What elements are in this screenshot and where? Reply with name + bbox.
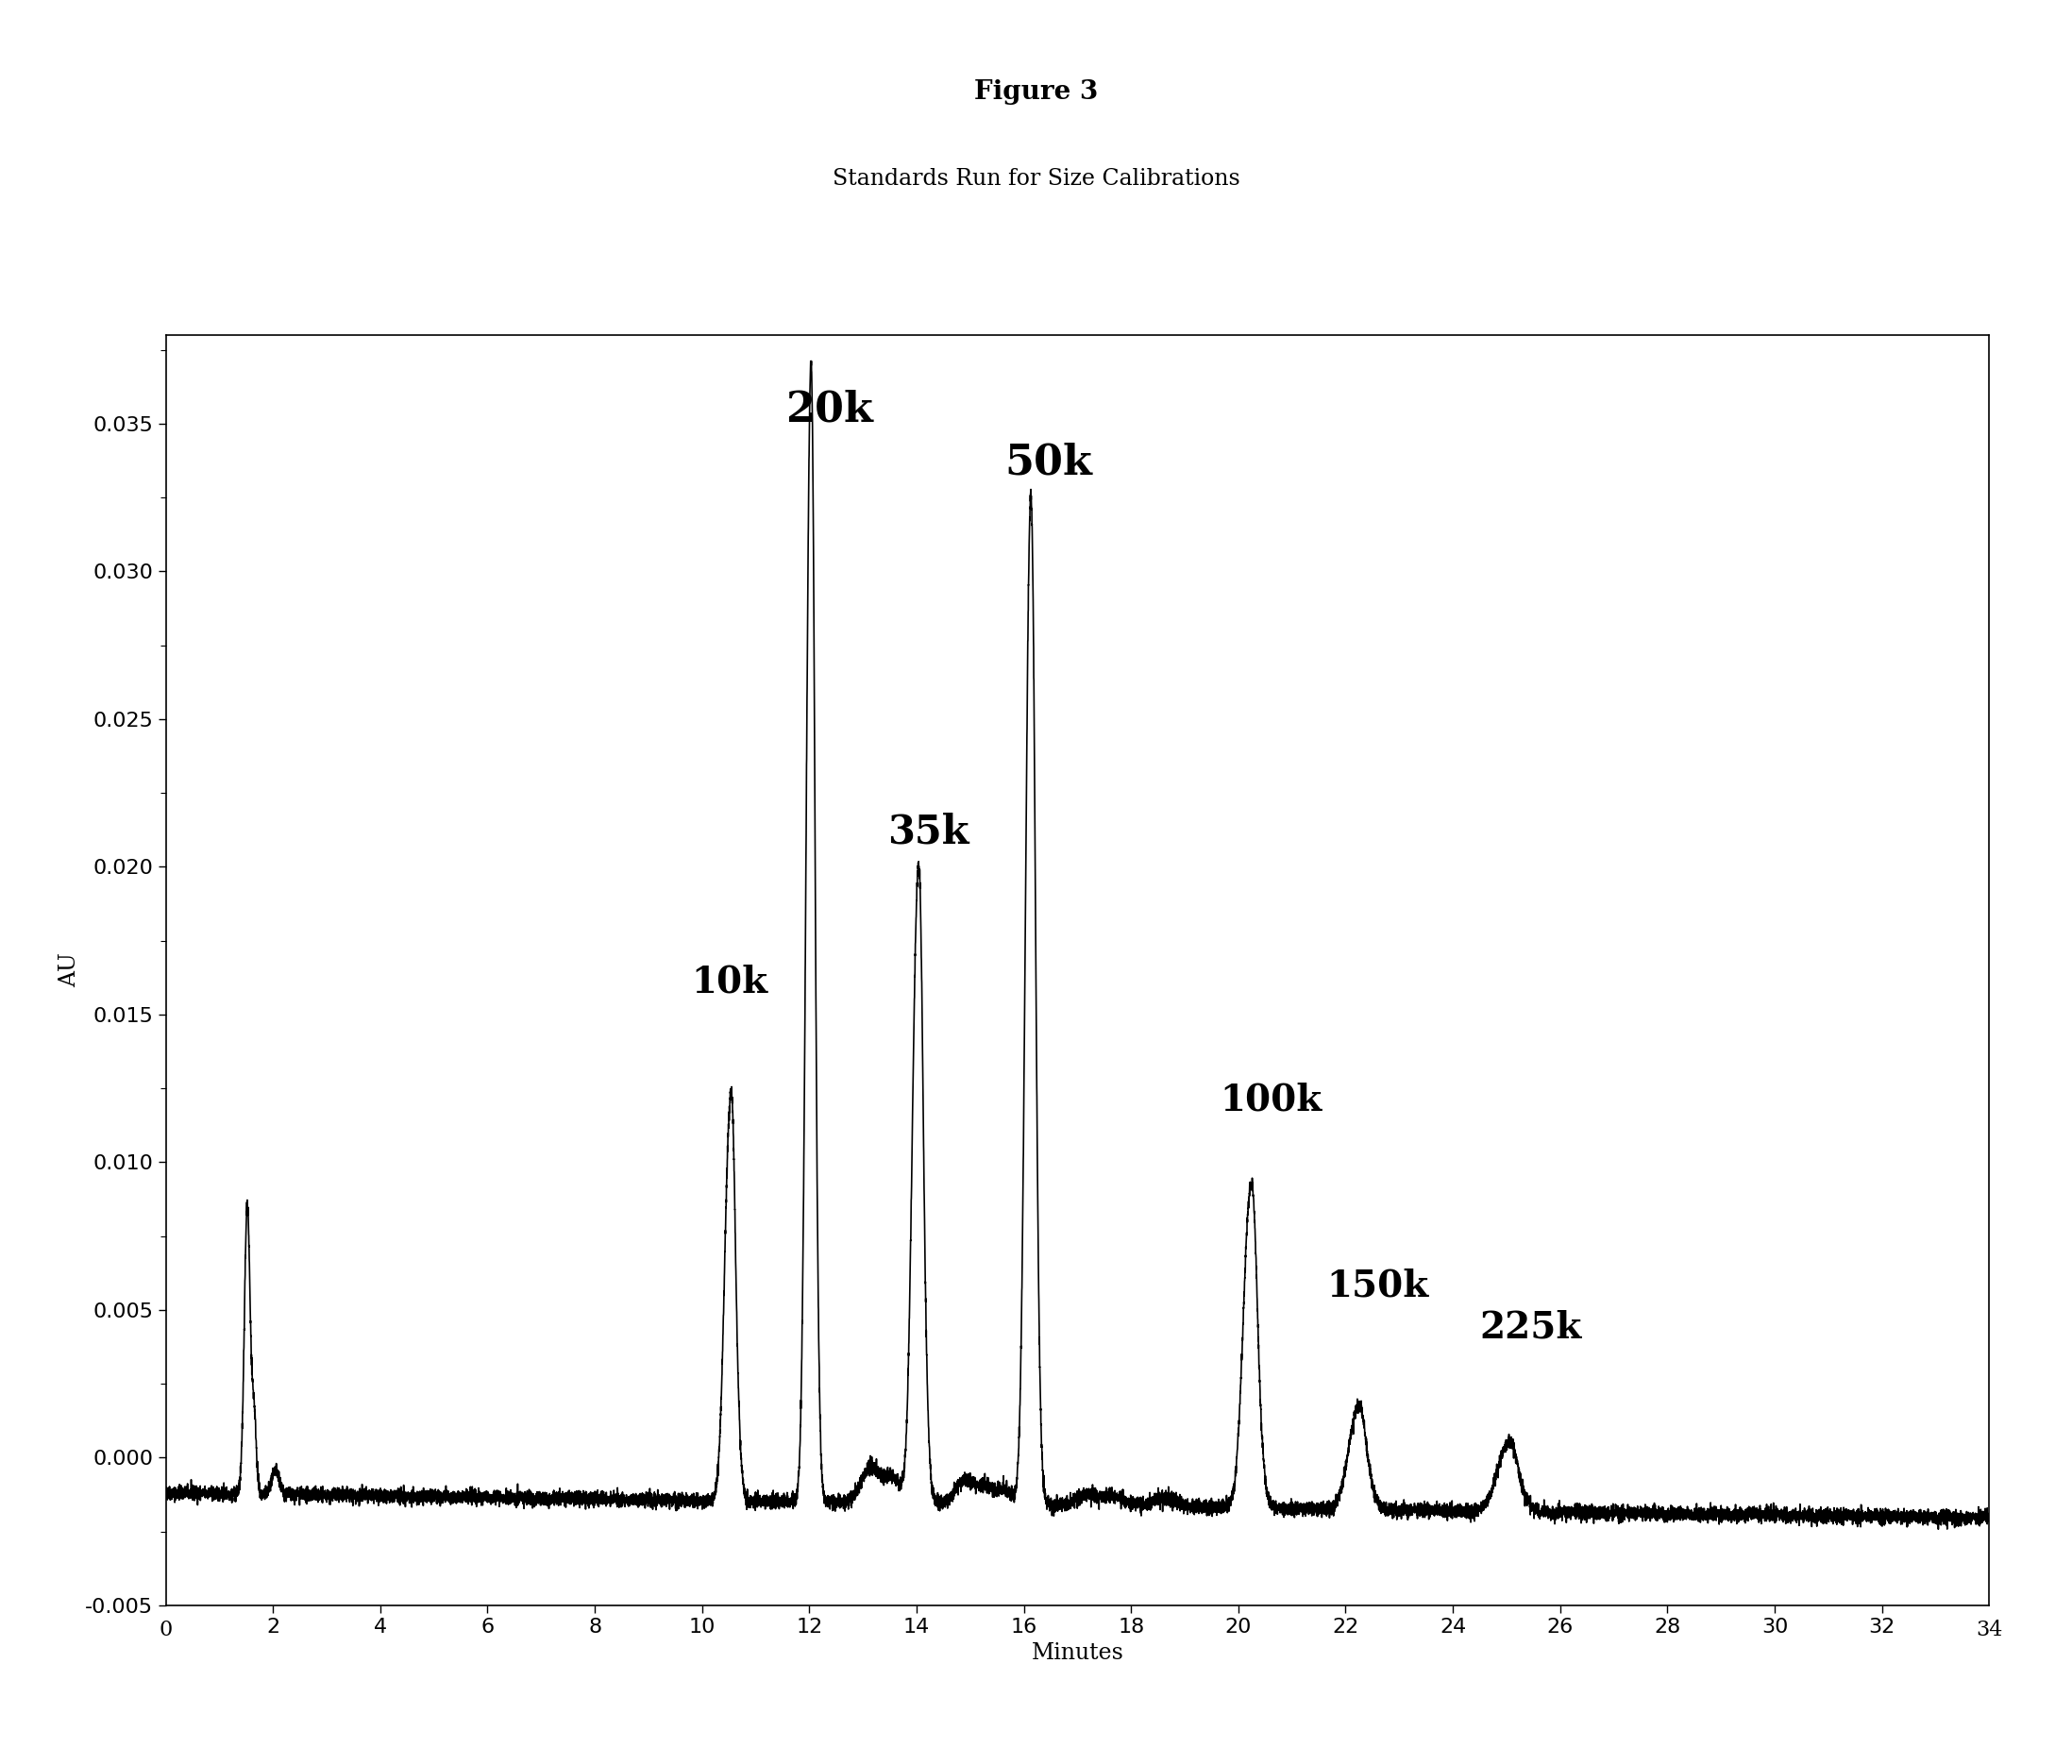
Y-axis label: AU: AU (58, 953, 81, 988)
Text: Figure 3: Figure 3 (974, 79, 1098, 104)
Text: 225k: 225k (1479, 1309, 1581, 1346)
Text: 34: 34 (1977, 1619, 2002, 1641)
Text: 100k: 100k (1220, 1081, 1322, 1118)
Text: Standards Run for Size Calibrations: Standards Run for Size Calibrations (833, 168, 1239, 189)
X-axis label: Minutes: Minutes (1032, 1642, 1123, 1663)
Text: 10k: 10k (692, 963, 769, 1000)
Text: 35k: 35k (887, 813, 970, 852)
Text: 50k: 50k (1005, 443, 1092, 483)
Text: 0: 0 (160, 1619, 172, 1641)
Text: 20k: 20k (785, 390, 872, 430)
Text: 150k: 150k (1326, 1268, 1430, 1304)
